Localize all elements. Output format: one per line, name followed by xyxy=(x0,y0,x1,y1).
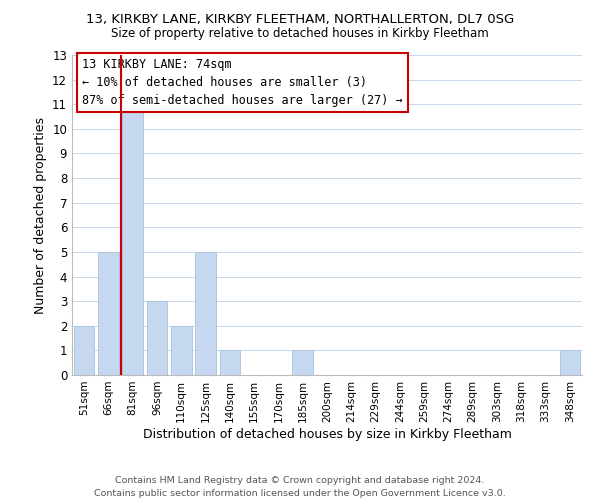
Bar xyxy=(122,104,143,375)
Bar xyxy=(220,350,240,375)
Text: Contains HM Land Registry data © Crown copyright and database right 2024.
Contai: Contains HM Land Registry data © Crown c… xyxy=(94,476,506,498)
Bar xyxy=(560,350,580,375)
Bar xyxy=(146,301,167,375)
X-axis label: Distribution of detached houses by size in Kirkby Fleetham: Distribution of detached houses by size … xyxy=(143,428,511,440)
Y-axis label: Number of detached properties: Number of detached properties xyxy=(34,116,47,314)
Text: 13 KIRKBY LANE: 74sqm
← 10% of detached houses are smaller (3)
87% of semi-detac: 13 KIRKBY LANE: 74sqm ← 10% of detached … xyxy=(82,58,403,107)
Bar xyxy=(195,252,216,375)
Text: 13, KIRKBY LANE, KIRKBY FLEETHAM, NORTHALLERTON, DL7 0SG: 13, KIRKBY LANE, KIRKBY FLEETHAM, NORTHA… xyxy=(86,12,514,26)
Bar xyxy=(98,252,119,375)
Bar xyxy=(171,326,191,375)
Text: Size of property relative to detached houses in Kirkby Fleetham: Size of property relative to detached ho… xyxy=(111,28,489,40)
Bar xyxy=(292,350,313,375)
Bar xyxy=(74,326,94,375)
